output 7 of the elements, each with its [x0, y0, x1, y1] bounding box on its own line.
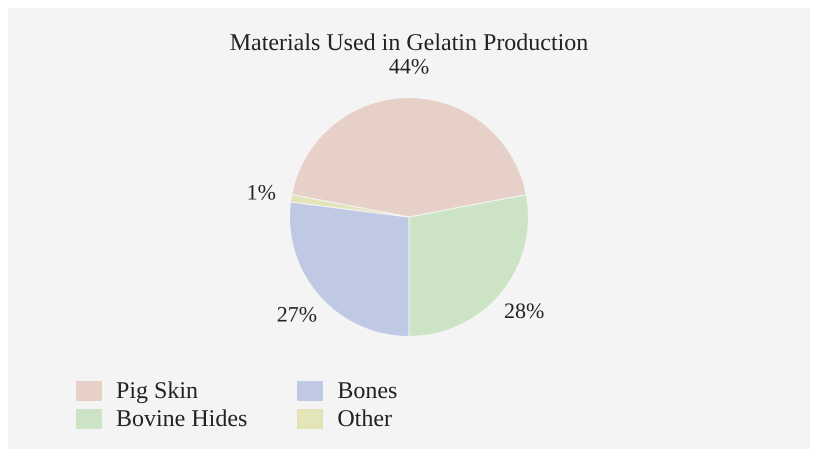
- data-label: 1%: [246, 179, 276, 204]
- legend-label: Other: [337, 405, 392, 433]
- legend-label: Bones: [337, 377, 398, 405]
- legend-label: Pig Skin: [116, 377, 198, 405]
- data-label: 27%: [276, 302, 318, 327]
- data-label: 28%: [504, 298, 544, 324]
- legend-label: Bovine Hides: [116, 405, 248, 433]
